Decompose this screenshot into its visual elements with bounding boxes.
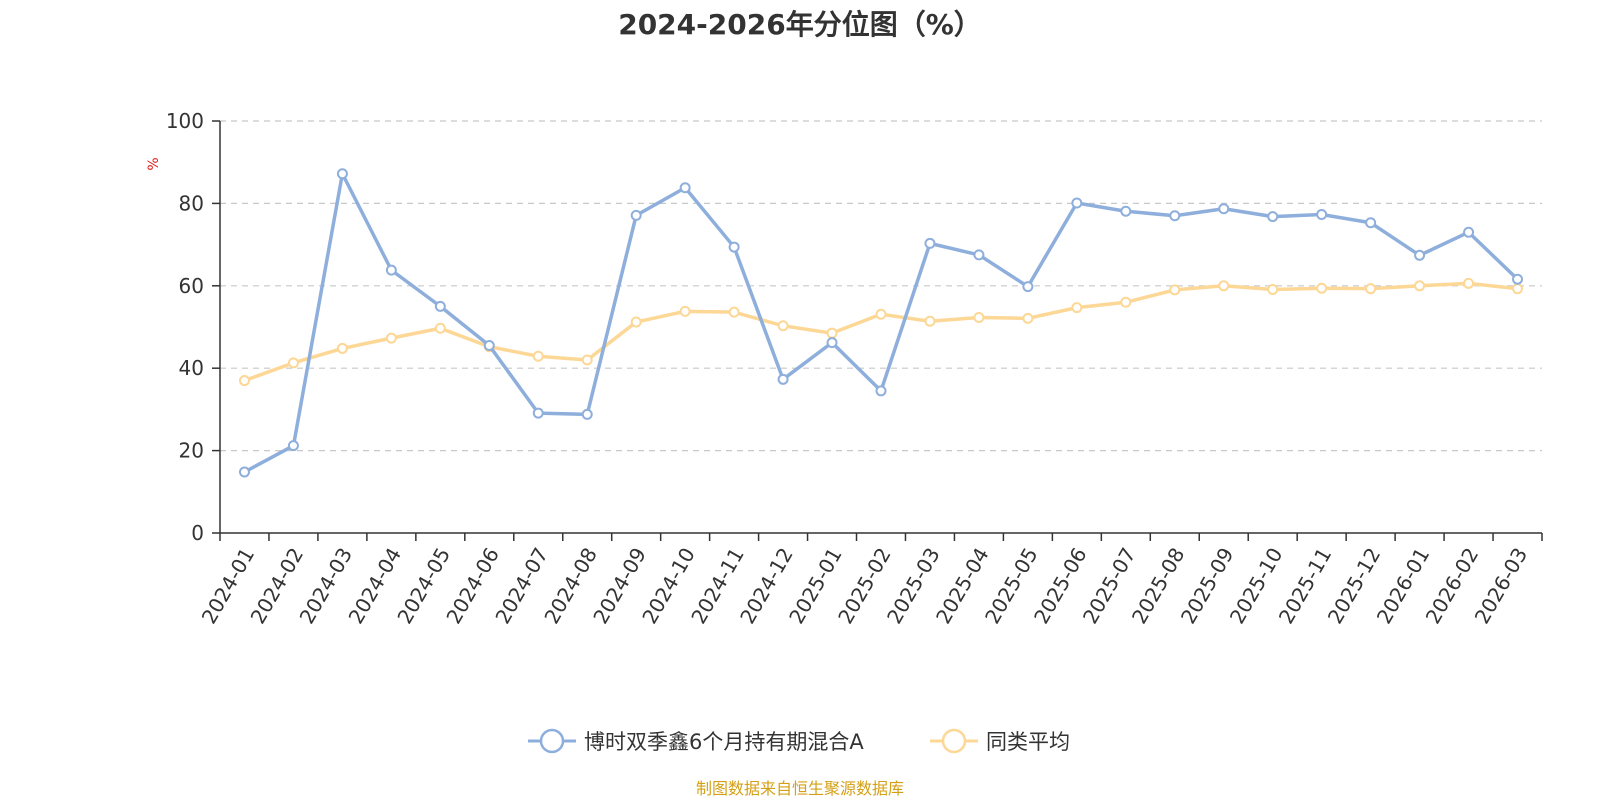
- data-point[interactable]: [336, 342, 348, 354]
- data-point[interactable]: [1071, 197, 1083, 209]
- data-point[interactable]: [777, 320, 789, 332]
- data-point[interactable]: [1120, 296, 1132, 308]
- data-point[interactable]: [1316, 209, 1328, 221]
- y-tick-label: 40: [179, 356, 204, 380]
- data-point[interactable]: [924, 237, 936, 249]
- data-point[interactable]: [1463, 226, 1475, 238]
- data-point[interactable]: [1463, 277, 1475, 289]
- data-point[interactable]: [728, 306, 740, 318]
- y-tick-label: 20: [179, 439, 204, 463]
- data-point[interactable]: [434, 300, 446, 312]
- data-point[interactable]: [1267, 284, 1279, 296]
- data-point[interactable]: [1120, 205, 1132, 217]
- data-point[interactable]: [1267, 211, 1279, 223]
- data-point[interactable]: [728, 241, 740, 253]
- data-point[interactable]: [238, 466, 250, 478]
- legend-label: 博时双季鑫6个月持有期混合A: [584, 730, 864, 754]
- legend-label: 同类平均: [986, 730, 1070, 754]
- y-tick-label: 60: [179, 274, 204, 298]
- series: [238, 168, 1524, 478]
- data-point[interactable]: [679, 305, 691, 317]
- data-point[interactable]: [679, 182, 691, 194]
- data-point[interactable]: [1071, 302, 1083, 314]
- legend[interactable]: 博时双季鑫6个月持有期混合A 同类平均: [528, 728, 1070, 754]
- series-line: [242, 171, 1520, 474]
- legend-marker: [539, 728, 565, 754]
- data-point[interactable]: [924, 315, 936, 327]
- data-point[interactable]: [1512, 283, 1524, 295]
- data-point[interactable]: [434, 322, 446, 334]
- data-point[interactable]: [385, 332, 397, 344]
- chart-title: 2024-2026年分位图（%）: [618, 8, 982, 41]
- legend-item[interactable]: 博时双季鑫6个月持有期混合A: [528, 728, 864, 754]
- y-axis-unit: %: [146, 157, 162, 170]
- y-tick-label: 0: [191, 521, 204, 545]
- data-point[interactable]: [385, 264, 397, 276]
- data-point[interactable]: [875, 308, 887, 320]
- data-point[interactable]: [777, 373, 789, 385]
- data-point[interactable]: [483, 340, 495, 352]
- data-point[interactable]: [287, 357, 299, 369]
- series-0: [238, 168, 1524, 478]
- data-point[interactable]: [1169, 284, 1181, 296]
- data-point[interactable]: [826, 327, 838, 339]
- grid-lines: [220, 120, 1542, 452]
- data-source-note: 制图数据来自恒生聚源数据库: [696, 779, 904, 798]
- data-point[interactable]: [1218, 280, 1230, 292]
- axes: [212, 120, 1543, 541]
- legend-marker: [941, 728, 967, 754]
- data-point[interactable]: [532, 407, 544, 419]
- data-point[interactable]: [581, 408, 593, 420]
- data-point[interactable]: [1316, 282, 1328, 294]
- data-point[interactable]: [238, 375, 250, 387]
- data-point[interactable]: [1512, 273, 1524, 285]
- data-point[interactable]: [581, 354, 593, 366]
- legend-item[interactable]: 同类平均: [930, 728, 1070, 754]
- data-point[interactable]: [1169, 210, 1181, 222]
- data-point[interactable]: [336, 168, 348, 180]
- y-tick-label: 100: [166, 109, 204, 133]
- data-point[interactable]: [1414, 249, 1426, 261]
- data-point[interactable]: [1365, 283, 1377, 295]
- data-point[interactable]: [826, 337, 838, 349]
- data-point[interactable]: [875, 385, 887, 397]
- data-point[interactable]: [973, 312, 985, 324]
- y-tick-label: 80: [179, 191, 204, 215]
- data-point[interactable]: [1022, 312, 1034, 324]
- data-point[interactable]: [973, 249, 985, 261]
- x-tick-labels: 2024-012024-022024-032024-042024-052024-…: [197, 544, 1533, 628]
- data-point[interactable]: [1365, 217, 1377, 229]
- data-point[interactable]: [1218, 203, 1230, 215]
- data-point[interactable]: [630, 209, 642, 221]
- data-point[interactable]: [1414, 280, 1426, 292]
- data-point[interactable]: [532, 350, 544, 362]
- data-point[interactable]: [1022, 281, 1034, 293]
- data-point[interactable]: [630, 316, 642, 328]
- data-point[interactable]: [287, 440, 299, 452]
- series-1: [238, 277, 1524, 387]
- y-tick-labels: 0 20 40 60 80 100: [166, 109, 204, 545]
- series-line: [242, 281, 1520, 383]
